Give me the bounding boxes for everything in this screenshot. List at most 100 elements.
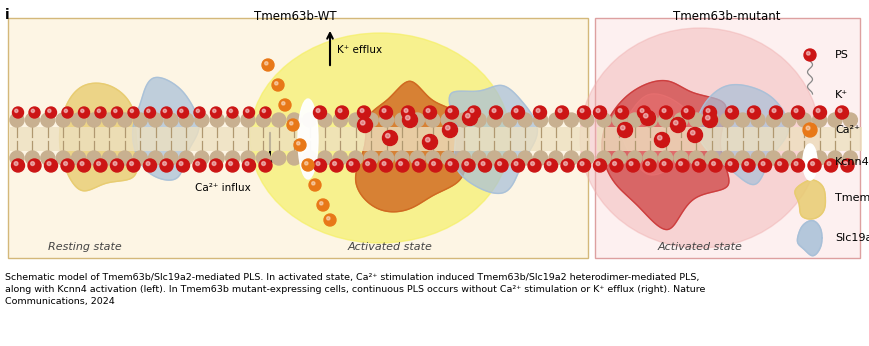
Circle shape [511, 106, 524, 119]
Circle shape [103, 113, 116, 127]
Circle shape [704, 113, 718, 127]
Circle shape [111, 107, 123, 118]
Circle shape [229, 162, 232, 165]
Circle shape [129, 162, 133, 165]
Circle shape [842, 113, 857, 127]
Circle shape [593, 106, 606, 119]
Circle shape [535, 109, 540, 112]
Circle shape [225, 113, 239, 127]
Circle shape [683, 109, 687, 112]
Circle shape [781, 113, 795, 127]
Circle shape [130, 109, 133, 112]
Circle shape [617, 109, 621, 112]
Circle shape [595, 109, 600, 112]
Circle shape [478, 159, 491, 172]
Circle shape [402, 112, 417, 127]
Circle shape [395, 113, 408, 127]
Circle shape [296, 142, 300, 145]
Circle shape [271, 151, 286, 165]
Circle shape [143, 159, 156, 172]
Circle shape [465, 113, 469, 118]
Circle shape [694, 162, 698, 165]
Circle shape [161, 107, 172, 118]
Circle shape [275, 82, 278, 85]
Circle shape [319, 202, 322, 205]
Text: Kcnn4: Kcnn4 [834, 157, 869, 167]
Circle shape [687, 127, 701, 143]
Circle shape [164, 113, 178, 127]
Text: Ca²⁺: Ca²⁺ [834, 125, 859, 135]
Circle shape [294, 139, 306, 151]
FancyBboxPatch shape [8, 18, 587, 258]
Circle shape [259, 159, 272, 172]
Ellipse shape [580, 28, 819, 248]
Circle shape [365, 162, 369, 165]
Circle shape [117, 113, 131, 127]
Circle shape [103, 151, 116, 165]
Circle shape [704, 151, 718, 165]
Circle shape [410, 113, 424, 127]
Circle shape [401, 106, 414, 119]
Circle shape [412, 159, 425, 172]
Circle shape [326, 217, 329, 220]
Circle shape [441, 113, 454, 127]
Circle shape [425, 151, 440, 165]
Circle shape [807, 159, 820, 172]
Circle shape [428, 159, 441, 172]
Circle shape [80, 162, 84, 165]
Circle shape [338, 109, 342, 112]
Circle shape [113, 162, 116, 165]
Circle shape [548, 113, 562, 127]
Circle shape [25, 113, 39, 127]
Circle shape [758, 159, 771, 172]
Circle shape [318, 151, 332, 165]
Circle shape [315, 109, 320, 112]
Circle shape [442, 122, 457, 137]
Circle shape [179, 151, 193, 165]
Circle shape [241, 113, 255, 127]
Circle shape [593, 159, 606, 172]
Bar [10, 127, 589, 151]
Circle shape [25, 151, 39, 165]
Circle shape [701, 112, 717, 127]
Circle shape [617, 122, 632, 137]
Circle shape [395, 159, 408, 172]
Circle shape [357, 106, 370, 119]
Circle shape [271, 113, 286, 127]
Circle shape [177, 107, 189, 118]
Circle shape [47, 162, 51, 165]
Circle shape [642, 113, 656, 127]
Circle shape [287, 151, 301, 165]
Polygon shape [621, 94, 702, 175]
Circle shape [826, 162, 830, 165]
Circle shape [287, 119, 299, 131]
Circle shape [489, 106, 502, 119]
Circle shape [640, 109, 643, 112]
Circle shape [441, 151, 454, 165]
Circle shape [561, 159, 574, 172]
Circle shape [448, 162, 452, 165]
Circle shape [670, 118, 685, 133]
Circle shape [243, 107, 255, 118]
Text: Slc19a2: Slc19a2 [834, 233, 869, 243]
Circle shape [703, 106, 716, 119]
Circle shape [812, 151, 826, 165]
Circle shape [287, 113, 301, 127]
Circle shape [612, 151, 626, 165]
Circle shape [511, 159, 524, 172]
Circle shape [661, 162, 666, 165]
Text: Resting state: Resting state [48, 242, 122, 252]
Circle shape [128, 107, 139, 118]
Circle shape [580, 162, 583, 165]
Circle shape [547, 162, 550, 165]
Circle shape [711, 162, 714, 165]
Circle shape [410, 151, 424, 165]
Circle shape [193, 159, 206, 172]
Circle shape [262, 59, 274, 71]
Circle shape [766, 151, 779, 165]
Circle shape [316, 199, 328, 211]
Circle shape [379, 159, 392, 172]
Circle shape [502, 151, 516, 165]
Circle shape [179, 113, 193, 127]
Circle shape [364, 113, 378, 127]
